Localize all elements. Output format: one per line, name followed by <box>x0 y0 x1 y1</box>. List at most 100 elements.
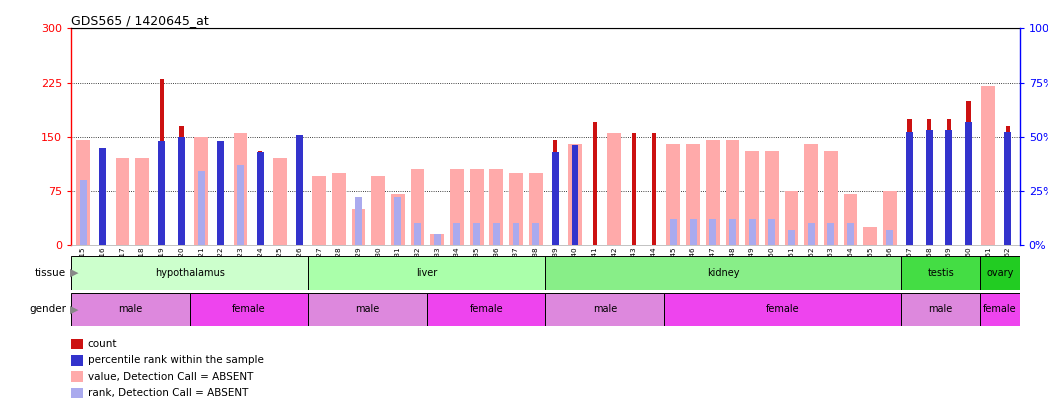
Bar <box>592 122 596 245</box>
Bar <box>553 140 558 245</box>
Bar <box>901 256 980 290</box>
Bar <box>71 293 190 326</box>
Bar <box>788 230 794 245</box>
Bar <box>71 388 83 398</box>
Bar <box>394 197 401 245</box>
Bar <box>258 151 262 245</box>
Bar <box>785 191 799 245</box>
Bar <box>427 293 545 326</box>
Bar <box>512 224 520 245</box>
Bar <box>272 158 287 245</box>
Bar <box>965 122 971 245</box>
Bar <box>489 169 503 245</box>
Text: testis: testis <box>927 268 954 278</box>
Bar <box>690 219 697 245</box>
Bar <box>748 219 756 245</box>
Bar <box>434 234 441 245</box>
Bar <box>411 169 424 245</box>
Bar <box>217 141 224 245</box>
Bar <box>532 224 539 245</box>
Bar <box>925 130 933 245</box>
Bar <box>765 151 779 245</box>
Bar <box>844 194 857 245</box>
Text: female: female <box>983 305 1017 314</box>
Bar <box>864 227 877 245</box>
Bar <box>115 158 129 245</box>
Bar <box>71 371 83 382</box>
Bar <box>219 151 223 245</box>
Text: male: male <box>118 305 143 314</box>
Bar <box>470 169 483 245</box>
Bar <box>827 224 834 245</box>
Text: ▶: ▶ <box>70 305 79 314</box>
Bar <box>352 209 366 245</box>
Bar <box>908 119 912 245</box>
Text: male: male <box>929 305 953 314</box>
Bar <box>980 293 1020 326</box>
Text: kidney: kidney <box>707 268 740 278</box>
Bar <box>371 177 385 245</box>
Bar <box>768 219 776 245</box>
Bar <box>159 79 163 245</box>
Bar <box>571 219 578 245</box>
Bar <box>571 145 578 245</box>
Text: tissue: tissue <box>35 268 66 278</box>
Bar <box>670 219 677 245</box>
Bar <box>545 256 901 290</box>
Bar <box>179 126 183 245</box>
Text: female: female <box>233 305 266 314</box>
Bar <box>847 224 854 245</box>
Bar <box>308 256 545 290</box>
Bar <box>312 177 326 245</box>
Bar <box>667 144 680 245</box>
Bar <box>545 293 664 326</box>
Text: male: male <box>355 305 379 314</box>
Bar <box>980 256 1020 290</box>
Text: female: female <box>470 305 503 314</box>
Bar <box>194 136 208 245</box>
Bar <box>824 151 837 245</box>
Bar <box>190 293 308 326</box>
Bar <box>664 293 901 326</box>
Bar <box>355 197 362 245</box>
Bar <box>946 119 951 245</box>
Bar <box>80 180 87 245</box>
Bar <box>883 191 897 245</box>
Bar <box>135 158 149 245</box>
Bar <box>237 165 244 245</box>
Bar <box>709 219 716 245</box>
Bar <box>927 119 932 245</box>
Bar <box>71 339 83 350</box>
Text: ▶: ▶ <box>70 268 79 278</box>
Bar <box>77 140 90 245</box>
Bar <box>450 169 464 245</box>
Bar <box>493 224 500 245</box>
Bar <box>529 173 543 245</box>
Bar <box>725 140 739 245</box>
Bar <box>178 136 184 245</box>
Bar <box>1004 132 1011 245</box>
Bar <box>509 173 523 245</box>
Bar <box>257 152 264 245</box>
Bar <box>71 256 308 290</box>
Bar <box>706 140 720 245</box>
Bar <box>1006 126 1010 245</box>
Bar <box>158 141 166 245</box>
Bar <box>901 293 980 326</box>
Text: rank, Detection Call = ABSENT: rank, Detection Call = ABSENT <box>88 388 248 398</box>
Bar <box>71 355 83 366</box>
Bar <box>101 151 105 245</box>
Text: male: male <box>592 305 617 314</box>
Bar <box>431 234 444 245</box>
Bar <box>804 144 818 245</box>
Bar <box>966 100 970 245</box>
Bar <box>608 133 621 245</box>
Bar <box>945 130 953 245</box>
Text: liver: liver <box>416 268 438 278</box>
Bar <box>652 133 656 245</box>
Bar <box>454 224 460 245</box>
Text: count: count <box>88 339 117 349</box>
Bar <box>100 147 106 245</box>
Text: gender: gender <box>29 305 66 314</box>
Text: percentile rank within the sample: percentile rank within the sample <box>88 356 264 365</box>
